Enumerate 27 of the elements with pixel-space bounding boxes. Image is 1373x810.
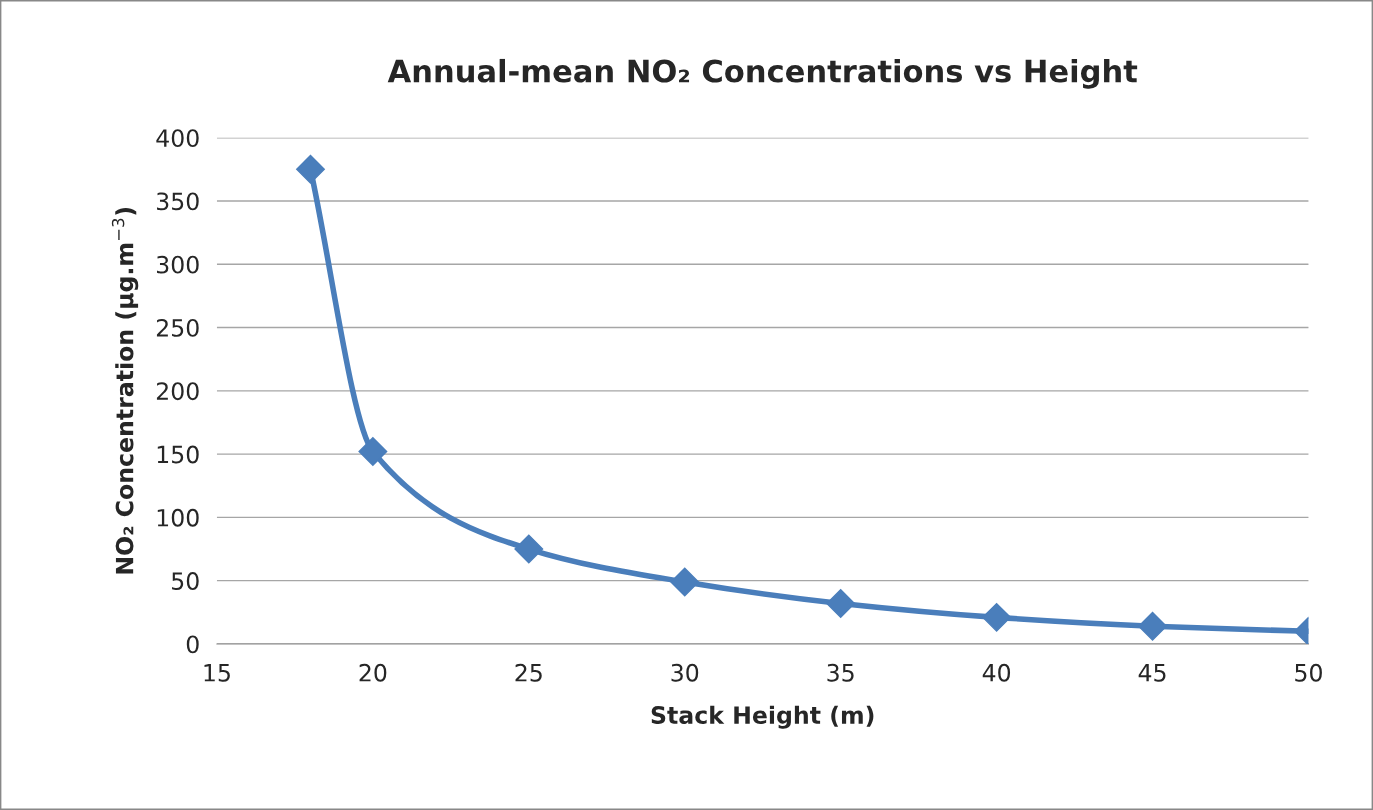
- y-axis-title: NO₂ Concentration (µg.m$^{−3}$): [111, 208, 139, 574]
- point: [296, 154, 325, 184]
- x-axis-title: Stack Height (m): [651, 705, 874, 729]
- y-tick-label: 50: [172, 572, 199, 590]
- point: [826, 589, 856, 618]
- point: [514, 534, 544, 564]
- point: [982, 602, 1012, 632]
- y-tick-label: 400: [156, 129, 199, 148]
- y-tick-label: 150: [157, 445, 199, 464]
- x-tick-label: 25: [515, 663, 542, 682]
- x-tick-label: 40: [982, 663, 1011, 682]
- x-tick-label: 35: [827, 663, 854, 682]
- point: [358, 437, 388, 467]
- chart-title: Annual-mean NO₂ Concentrations vs Height: [387, 58, 1138, 89]
- x-tick-label: 20: [359, 663, 387, 682]
- x-tick-label: 15: [204, 664, 230, 682]
- y-tick-label: 200: [156, 382, 199, 401]
- point: [1138, 611, 1167, 641]
- point: [670, 567, 700, 597]
- y-tick-label: 250: [156, 318, 199, 337]
- y-tick-label: 300: [157, 255, 199, 274]
- y-tick-label: 100: [157, 508, 199, 527]
- x-tick-label: 30: [671, 663, 699, 682]
- y-tick-label: 0: [186, 635, 199, 654]
- x-tick-label: 45: [1138, 664, 1166, 682]
- y-tick-label: 350: [157, 192, 199, 211]
- x-tick-label: 50: [1295, 663, 1322, 682]
